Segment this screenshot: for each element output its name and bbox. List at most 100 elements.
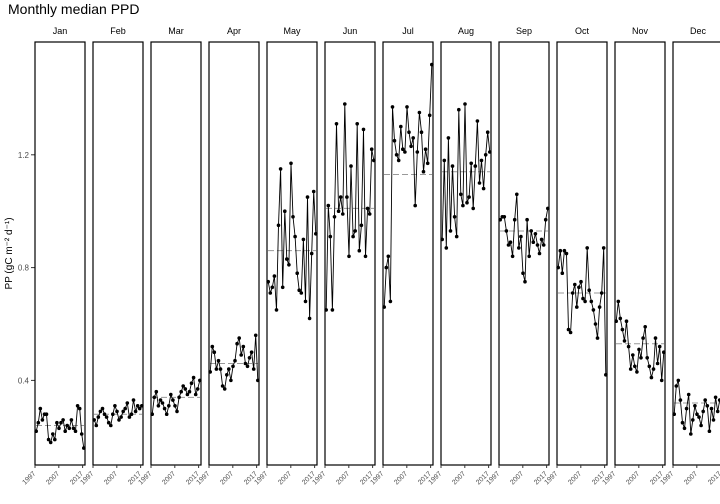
data-point — [175, 409, 179, 414]
data-point — [583, 299, 587, 304]
facet-panel-jul — [382, 41, 434, 466]
data-point — [399, 124, 403, 129]
data-point — [589, 299, 594, 304]
x-tick-label: 2007 — [45, 470, 61, 486]
x-tick-label: 2007 — [567, 470, 583, 486]
data-point — [295, 271, 300, 276]
data-point — [529, 229, 533, 233]
data-point — [717, 398, 720, 402]
data-point — [255, 378, 260, 383]
data-point — [506, 243, 511, 247]
data-point — [36, 420, 41, 425]
data-point — [193, 392, 198, 397]
series-line-jul — [383, 64, 433, 308]
data-point — [314, 232, 318, 236]
data-point — [678, 398, 683, 402]
data-point — [515, 192, 519, 197]
data-point — [249, 350, 254, 355]
data-point — [96, 415, 101, 419]
data-point — [278, 167, 283, 171]
data-point — [631, 353, 635, 357]
data-point — [46, 437, 51, 442]
data-point — [581, 296, 585, 301]
data-point — [225, 373, 229, 377]
data-point — [392, 138, 397, 143]
y-tick-label: 1.2 — [18, 151, 30, 160]
facet-label-jul: Jul — [402, 26, 414, 36]
data-point — [353, 229, 358, 233]
data-point — [113, 404, 117, 408]
data-point — [156, 404, 161, 408]
data-point — [106, 420, 111, 425]
data-point — [48, 440, 53, 445]
data-point — [160, 401, 165, 405]
series-line-may — [267, 163, 317, 319]
data-point — [641, 336, 645, 340]
data-point — [444, 246, 449, 250]
data-point — [227, 367, 231, 371]
data-point — [301, 237, 306, 242]
data-point — [454, 234, 459, 239]
series-line-nov — [615, 301, 665, 381]
data-point — [639, 356, 643, 360]
data-point — [657, 344, 662, 349]
data-point — [324, 308, 329, 312]
data-point — [285, 257, 289, 261]
series-line-jun — [325, 103, 375, 310]
data-point — [537, 251, 542, 256]
data-point — [283, 209, 287, 213]
data-point — [546, 206, 550, 211]
data-point — [365, 206, 370, 211]
data-point — [394, 153, 399, 157]
data-point — [245, 364, 250, 369]
data-point — [647, 364, 652, 369]
data-point — [624, 319, 629, 324]
data-point — [413, 203, 418, 208]
x-tick-label: 2007 — [451, 470, 467, 486]
data-point — [347, 254, 351, 259]
data-point — [229, 378, 233, 383]
data-point — [713, 395, 718, 400]
data-point — [599, 291, 604, 295]
data-point — [268, 291, 273, 295]
data-point — [703, 398, 707, 402]
data-point — [115, 409, 119, 414]
data-point — [251, 367, 256, 371]
data-point — [222, 387, 227, 391]
data-point — [614, 319, 618, 324]
data-point — [195, 387, 200, 391]
data-point — [55, 420, 59, 425]
data-point — [425, 161, 430, 166]
data-point — [635, 370, 639, 374]
data-point — [53, 437, 57, 442]
data-point — [651, 367, 656, 371]
data-point — [336, 209, 341, 213]
facet-panel-may — [266, 41, 318, 466]
x-tick-label: 2017 — [707, 470, 720, 486]
data-point — [63, 429, 67, 434]
series-line-oct — [557, 247, 607, 375]
data-point — [154, 389, 159, 394]
data-point — [59, 420, 63, 425]
data-point — [198, 378, 202, 383]
data-point — [481, 186, 486, 191]
data-point — [403, 150, 407, 154]
facet-label-aug: Aug — [458, 26, 474, 36]
data-point — [119, 415, 123, 419]
data-point — [442, 158, 447, 163]
data-point — [243, 361, 248, 366]
data-point — [591, 308, 596, 312]
data-point — [61, 418, 65, 422]
data-point — [98, 409, 103, 414]
data-point — [577, 285, 581, 290]
data-point — [531, 240, 536, 244]
data-point — [415, 150, 420, 154]
data-point — [662, 350, 666, 355]
data-point — [233, 358, 237, 363]
data-point — [674, 384, 679, 388]
data-point — [367, 212, 372, 216]
data-point — [51, 432, 55, 436]
data-point — [167, 404, 171, 408]
data-point — [121, 409, 125, 414]
data-point — [521, 271, 525, 276]
